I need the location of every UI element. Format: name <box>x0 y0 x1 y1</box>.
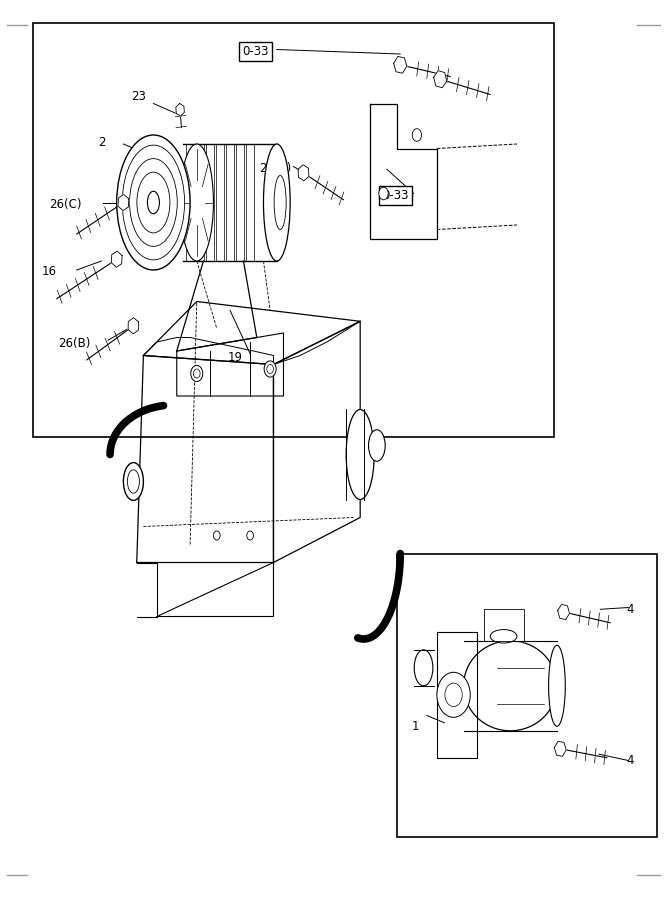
Ellipse shape <box>548 645 565 726</box>
Polygon shape <box>298 165 309 181</box>
Text: 26(B): 26(B) <box>59 338 91 350</box>
Polygon shape <box>111 251 122 267</box>
Polygon shape <box>484 609 524 641</box>
Ellipse shape <box>122 145 185 260</box>
Polygon shape <box>554 742 566 756</box>
Ellipse shape <box>368 430 386 461</box>
Ellipse shape <box>180 144 213 261</box>
Ellipse shape <box>464 641 557 731</box>
Text: 2: 2 <box>97 136 105 149</box>
Text: 4: 4 <box>626 754 634 767</box>
Ellipse shape <box>274 176 286 230</box>
Circle shape <box>191 365 203 382</box>
Polygon shape <box>118 194 129 211</box>
Ellipse shape <box>346 410 374 500</box>
Polygon shape <box>128 318 139 334</box>
Ellipse shape <box>137 172 170 233</box>
Circle shape <box>412 129 422 141</box>
Polygon shape <box>437 632 477 758</box>
Ellipse shape <box>414 650 433 686</box>
Text: 4: 4 <box>626 603 634 616</box>
Polygon shape <box>273 321 360 562</box>
Polygon shape <box>558 605 570 619</box>
Polygon shape <box>176 104 184 116</box>
Text: 16: 16 <box>41 266 56 278</box>
Text: 0-33: 0-33 <box>382 189 409 202</box>
Circle shape <box>267 364 273 373</box>
Polygon shape <box>137 356 273 562</box>
Text: 23: 23 <box>131 90 146 103</box>
Ellipse shape <box>490 630 517 643</box>
Bar <box>397 554 657 837</box>
Ellipse shape <box>129 158 177 247</box>
Text: 26(A): 26(A) <box>259 162 291 175</box>
Circle shape <box>264 361 276 377</box>
Polygon shape <box>434 70 447 88</box>
Text: 26(C): 26(C) <box>49 198 81 211</box>
Text: 0-33: 0-33 <box>242 45 269 58</box>
Text: 1: 1 <box>412 720 420 733</box>
Ellipse shape <box>263 144 290 261</box>
Polygon shape <box>143 302 360 364</box>
Text: 19: 19 <box>227 351 242 364</box>
Ellipse shape <box>117 135 190 270</box>
Bar <box>33 22 554 436</box>
Polygon shape <box>394 57 407 73</box>
Polygon shape <box>370 104 437 239</box>
Circle shape <box>437 672 470 717</box>
Ellipse shape <box>147 192 159 214</box>
Ellipse shape <box>127 470 139 493</box>
Circle shape <box>247 531 253 540</box>
Circle shape <box>379 187 388 200</box>
Ellipse shape <box>123 463 143 500</box>
Circle shape <box>213 531 220 540</box>
Circle shape <box>445 683 462 706</box>
Circle shape <box>193 369 200 378</box>
